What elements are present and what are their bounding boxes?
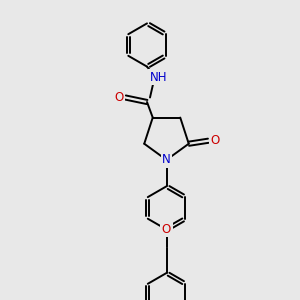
Text: O: O [162,223,171,236]
Text: N: N [162,153,171,167]
Text: O: O [115,91,124,104]
Text: NH: NH [150,71,167,84]
Text: O: O [210,134,220,147]
